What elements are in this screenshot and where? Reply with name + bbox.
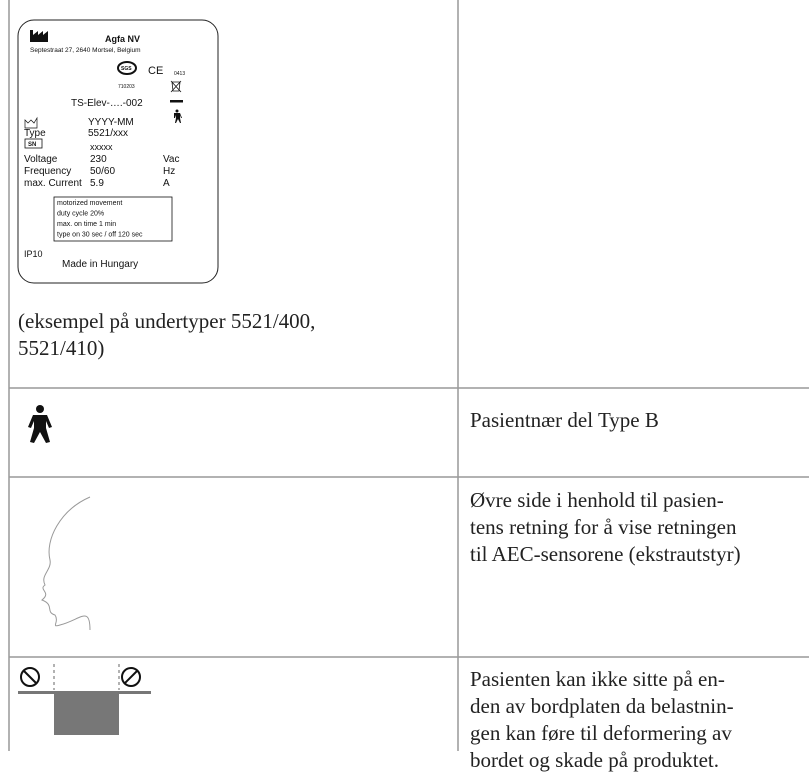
serial-label: SN (28, 142, 36, 148)
spec-cell: Frequency (24, 166, 71, 177)
page: Agfa NV Septestraat 27, 2640 Mortsel, Be… (8, 0, 809, 772)
applied-part-icon (28, 405, 52, 443)
text-line: Øvre side i henhold til pasien- (470, 488, 724, 512)
spec-cell: max. Current (24, 178, 82, 189)
text-line: Pasientnær del Type B (470, 408, 659, 432)
spec-cell: 230 (90, 154, 107, 165)
caption-line: (eksempel på undertyper 5521/400, (18, 309, 316, 333)
ce-number: 0413 (174, 71, 185, 77)
table-lines (8, 0, 809, 751)
cert-mark: SGS (121, 66, 132, 72)
type-value: 5521/xxx (88, 128, 128, 139)
origin: Made in Hungary (62, 259, 138, 270)
text-line: Pasienten kan ikke sitte på en- (470, 667, 725, 691)
head-icon (41, 496, 91, 631)
text-line: til AEC-sensorene (ekstrautstyr) (470, 542, 741, 566)
address: Septestraat 27, 2640 Mortsel, Belgium (30, 47, 141, 54)
row-text: Øvre side i henhold til pasien-tens retn… (470, 487, 741, 568)
ip-rating: IP10 (24, 249, 43, 259)
model: TS-Elev-….-002 (71, 98, 143, 109)
text-line: bordet og skade på produktet. (470, 748, 720, 772)
no-sitting-icon (18, 664, 151, 735)
spec-cell: Voltage (24, 154, 58, 165)
notice-line: motorized movement (57, 200, 122, 207)
ce-mark: CE (148, 65, 163, 77)
spec-cell: Hz (163, 166, 175, 177)
label: Agfa NV Septestraat 27, 2640 Mortsel, Be… (17, 19, 219, 284)
spec-cell: A (163, 178, 170, 189)
serial-value: xxxxx (90, 142, 113, 152)
spec-cell: Vac (163, 154, 180, 165)
notice-line: duty cycle 20% (57, 211, 104, 218)
text-line: gen kan føre til deformering av (470, 721, 732, 745)
row-text: Pasientnær del Type B (470, 407, 659, 434)
notice-line: type on 30 sec / off 120 sec (57, 232, 143, 239)
spec-cell: 50/60 (90, 166, 115, 177)
text-line: tens retning for å vise retningen (470, 515, 737, 539)
row-text: Pasienten kan ikke sitte på en-den av bo… (470, 666, 734, 774)
cert-number: 710203 (118, 84, 135, 90)
layout: Agfa NV Septestraat 27, 2640 Mortsel, Be… (8, 0, 809, 751)
notice-line: max. on time 1 min (57, 221, 116, 228)
text-line: den av bordplaten da belastnin- (470, 694, 734, 718)
caption: (eksempel på undertyper 5521/400, 5521/4… (18, 308, 315, 362)
caption-line: 5521/410) (18, 336, 105, 360)
company: Agfa NV (105, 34, 140, 44)
spec-cell: 5.9 (90, 178, 104, 189)
type-label: Type (24, 128, 46, 139)
date: YYYY-MM (88, 117, 134, 128)
